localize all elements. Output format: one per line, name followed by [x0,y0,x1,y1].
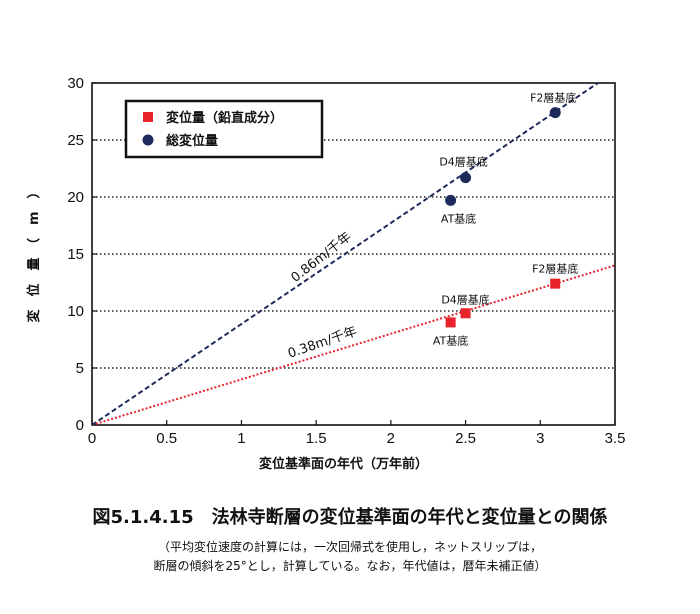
y-tick-label: 15 [67,246,84,263]
data-point-circle [549,107,561,119]
data-point-label: D4層基底 [439,155,487,169]
data-point-circle [445,194,457,206]
y-tick-label: 20 [67,189,84,206]
legend-entry-label: 総変位量 [166,133,218,149]
x-axis-label: 変位基準面の年代（万年前） [259,456,428,472]
x-tick-label: 1.5 [306,430,327,447]
legend-entry-label: 変位量（鉛直成分） [166,110,283,126]
data-point-square [445,317,456,328]
data-point-label: D4層基底 [441,292,489,306]
regression-line [91,264,616,426]
data-point-label: AT基底 [441,211,476,225]
x-tick-label: 3 [536,430,544,447]
y-tick-label: 5 [76,360,84,377]
y-tick-label: 10 [67,303,84,320]
x-tick-label: 0 [88,430,96,447]
data-point-label: F2層基底 [532,262,578,276]
legend-box [124,99,324,159]
legend-marker-circle [142,134,154,146]
y-axis-label: 変 位 量 （ m ） [26,185,42,322]
regression-line [91,82,599,426]
x-tick-label: 3.5 [605,430,626,447]
legend-marker-square [143,112,153,122]
regression-rate-label: 0.86m/千年 [288,230,354,286]
data-point-square [460,308,471,319]
figure-caption-title: 図5.1.4.15 法林寺断層の変位基準面の年代と変位量との関係 [92,507,608,528]
y-tick-label: 0 [76,417,84,434]
data-point-label: F2層基底 [530,91,576,105]
x-tick-label: 2.5 [455,430,476,447]
figure-caption-note-line-1: （平均変位速度の計算には，一次回帰式を使用し，ネットスリップは， [157,540,542,554]
data-point-circle [460,172,472,184]
x-tick-label: 2 [387,430,395,447]
x-tick-label: 1 [237,430,245,447]
x-tick-label: 0.5 [156,430,177,447]
data-point-square [550,278,561,289]
figure-caption-note-line-2: 断層の傾斜を25°とし，計算している。なお，年代値は，暦年未補正値） [153,559,547,573]
y-tick-label: 25 [67,132,84,149]
y-tick-label: 30 [67,75,84,92]
data-point-label: AT基底 [433,333,468,347]
chart: 0 0.5 1 1.5 2 2.5 3 3.5 0 5 10 15 20 25 30 変位基準面の年代（万年前… [26,75,626,472]
regression-rate-label: 0.38m/千年 [286,324,359,362]
